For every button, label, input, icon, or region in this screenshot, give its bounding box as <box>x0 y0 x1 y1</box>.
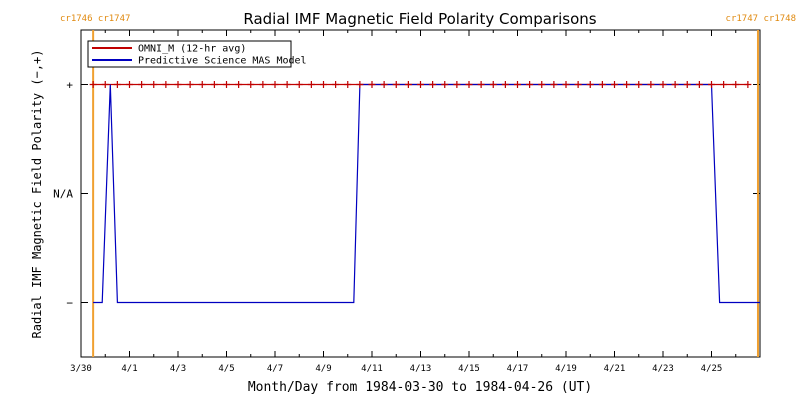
x-tick-label-1: 4/1 <box>121 364 137 374</box>
series-0-point-41 <box>586 81 594 88</box>
series-0-point-39 <box>562 81 570 88</box>
y-tick-label-1: N/A <box>53 188 73 201</box>
y-axis-label: Radial IMF Magnetic Field Polarity (−,+) <box>30 50 44 339</box>
series-0-point-28 <box>429 81 437 88</box>
legend-label-mas: Predictive Science MAS Model <box>138 56 307 67</box>
series-0-point-36 <box>526 81 534 88</box>
series-0-point-29 <box>441 81 449 88</box>
legend: OMNI_M (12-hr avg) Predictive Science MA… <box>87 40 307 68</box>
series-0-point-21 <box>344 81 352 88</box>
series-0-point-32 <box>477 81 485 88</box>
series-0-point-14 <box>259 81 267 88</box>
series-0-point-19 <box>320 81 327 88</box>
series-0-point-16 <box>283 81 291 88</box>
series-0-point-33 <box>489 81 497 88</box>
series-0-point-18 <box>307 81 315 88</box>
x-tick-label-9: 4/17 <box>507 364 529 374</box>
x-tick-label-12: 4/23 <box>652 364 674 374</box>
x-tick-label-7: 4/13 <box>410 364 432 374</box>
series-line-1 <box>93 83 760 304</box>
series-0-point-46 <box>647 81 655 88</box>
series-0-point-17 <box>295 81 303 88</box>
series-0-point-42 <box>598 81 606 88</box>
x-tick-label-2: 4/3 <box>170 364 186 374</box>
series-0-point-35 <box>514 81 521 88</box>
series-0-point-48 <box>671 81 679 88</box>
series-0-point-47 <box>659 81 667 88</box>
x-tick-label-11: 4/21 <box>604 364 626 374</box>
y-tick-label-2: − <box>66 297 73 310</box>
x-tick-label-8: 4/15 <box>458 364 480 374</box>
series-0-point-1 <box>101 81 109 88</box>
series-0-point-0 <box>89 81 97 88</box>
series-0-point-5 <box>150 81 158 88</box>
series-0-point-51 <box>708 81 715 88</box>
series-0-point-24 <box>380 81 388 88</box>
series-0-point-53 <box>732 81 740 88</box>
series-0-point-9 <box>198 81 206 88</box>
carrington-label-0: cr1746 cr1747 <box>60 14 130 24</box>
x-tick-label-3: 4/5 <box>218 364 234 374</box>
series-0-point-37 <box>538 81 546 88</box>
x-tick-label-13: 4/25 <box>701 364 723 374</box>
series-0-point-50 <box>695 81 703 88</box>
series-0-point-15 <box>271 81 279 88</box>
series-0-point-11 <box>223 81 230 88</box>
x-tick-label-6: 4/11 <box>361 364 383 374</box>
x-tick-label-0: 3/30 <box>70 364 92 374</box>
series-0-point-44 <box>623 81 631 88</box>
series-0-point-4 <box>138 81 146 88</box>
series-0-point-25 <box>392 81 400 88</box>
series-0-point-54 <box>744 81 752 88</box>
series-0-point-10 <box>210 81 218 88</box>
y-tick-label-0: + <box>66 79 73 92</box>
series-0-point-49 <box>683 81 691 88</box>
series-0-point-40 <box>574 81 582 88</box>
x-axis-label: Month/Day from 1984-03-30 to 1984-04-26 … <box>248 380 592 395</box>
series-0-point-3 <box>126 81 133 88</box>
series-0-point-45 <box>635 81 643 88</box>
series-0-point-38 <box>550 81 558 88</box>
series-0-point-6 <box>162 81 170 88</box>
series-0-point-30 <box>453 81 461 88</box>
series-0-point-12 <box>235 81 243 88</box>
series-0-point-26 <box>404 81 412 88</box>
series-0-point-34 <box>501 81 509 88</box>
series-0-point-52 <box>720 81 728 88</box>
x-tick-label-5: 4/9 <box>315 364 331 374</box>
x-tick-label-4: 4/7 <box>267 364 283 374</box>
series-0-point-2 <box>113 81 121 88</box>
series-0-point-23 <box>368 81 376 88</box>
legend-box <box>87 40 292 68</box>
series-0-point-22 <box>356 81 364 88</box>
series-0-point-20 <box>332 81 340 88</box>
series-0-point-7 <box>174 81 182 88</box>
series-0-point-13 <box>247 81 255 88</box>
plot-frame <box>80 29 761 358</box>
series-0-point-8 <box>186 81 194 88</box>
series-0-point-27 <box>417 81 424 88</box>
x-tick-label-10: 4/19 <box>555 364 577 374</box>
series-0-point-43 <box>611 81 618 88</box>
chart-title: Radial IMF Magnetic Field Polarity Compa… <box>243 10 596 28</box>
carrington-label-1: cr1747 cr1748 <box>726 14 796 24</box>
legend-label-omni: OMNI_M (12-hr avg) <box>138 44 246 55</box>
series-0-point-31 <box>465 81 473 88</box>
